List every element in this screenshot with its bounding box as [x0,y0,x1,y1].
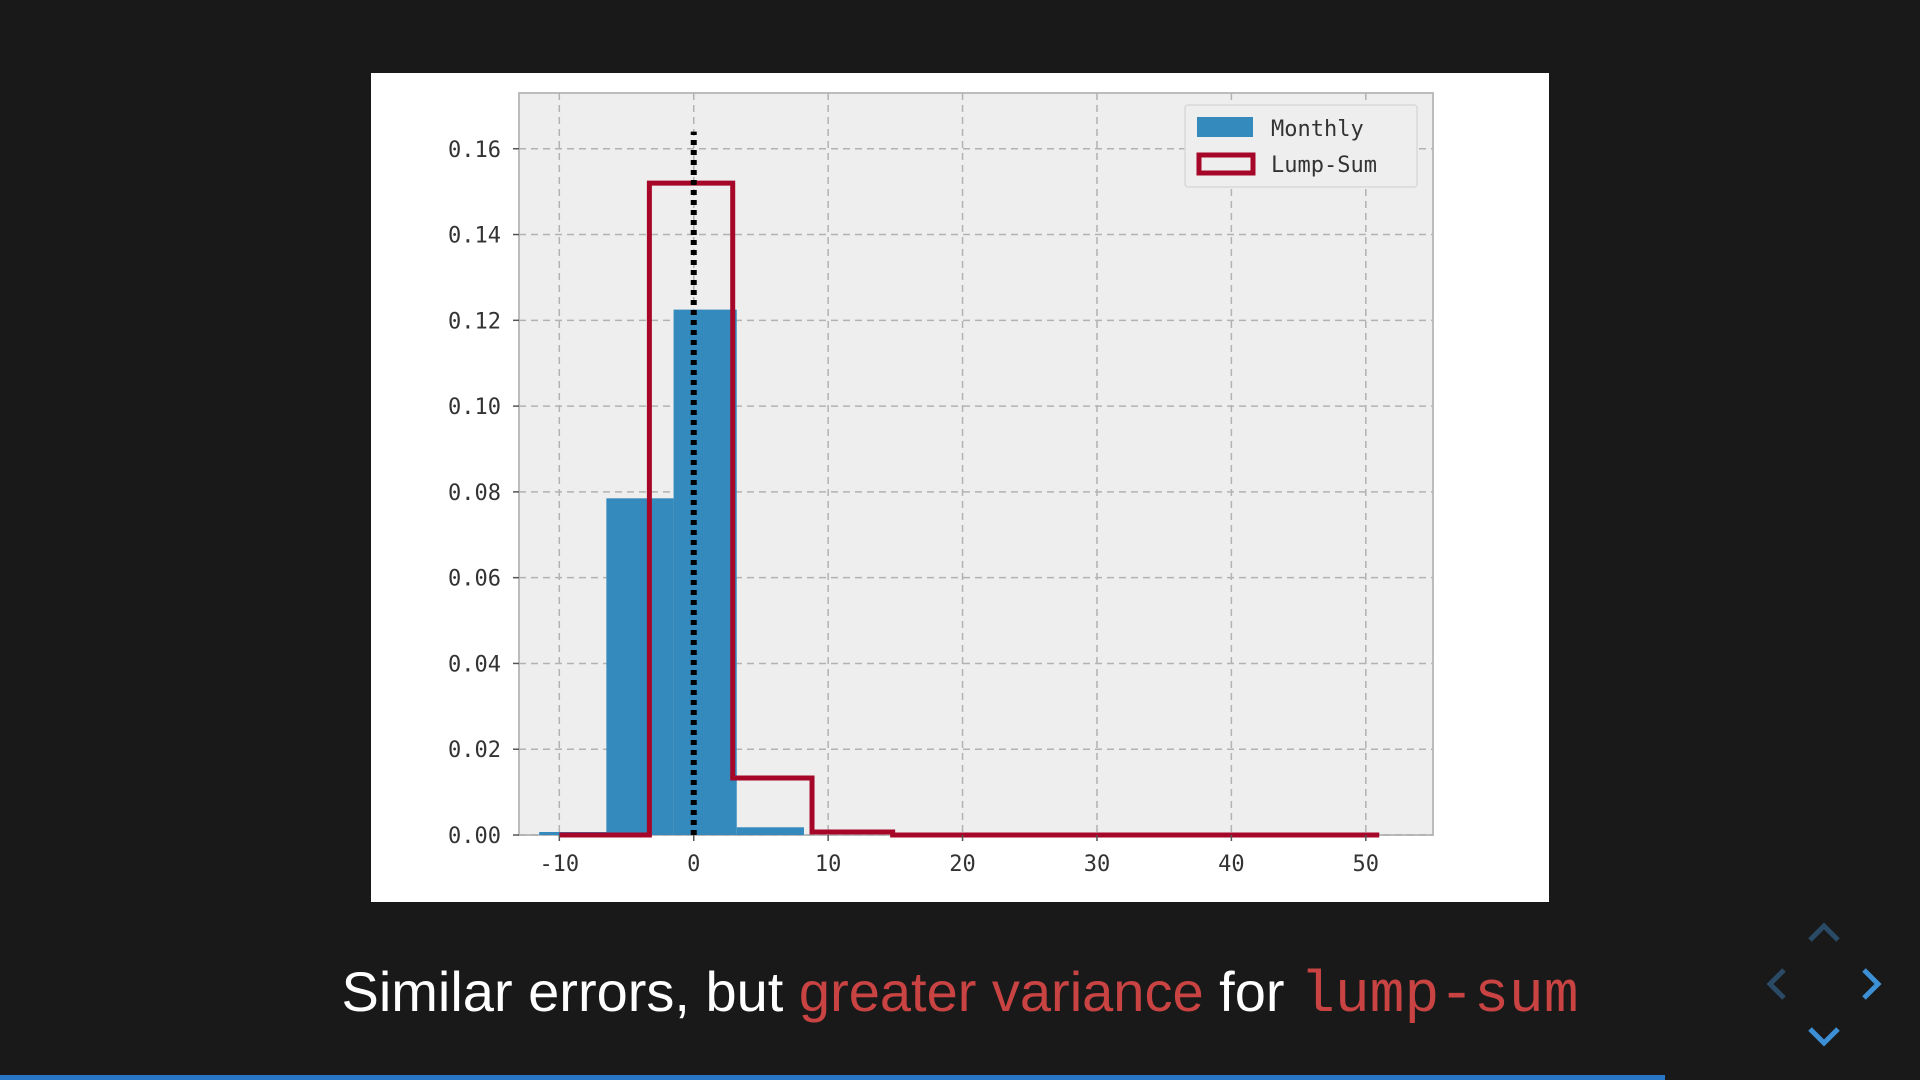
nav-right-button[interactable] [1854,967,1888,1001]
y-tick-label: 0.16 [448,138,501,163]
y-tick-label: 0.02 [448,738,501,763]
chevron-right-icon [1862,968,1882,1000]
y-tick-label: 0.06 [448,567,501,592]
x-tick-label: 40 [1218,852,1245,877]
chevron-up-icon [1808,922,1840,942]
chart-figure: -10 0 10 20 30 40 50 0.00 0.02 0.04 0.06 0.08 0.10 0.… [371,73,1549,902]
progress-fill [0,1075,1665,1080]
chevron-down-icon [1808,1027,1840,1047]
x-tick-label: 0 [687,852,700,877]
y-tick-label: 0.14 [448,224,501,249]
nav-up-button[interactable] [1807,916,1841,950]
histogram-chart: -10 0 10 20 30 40 50 0.00 0.02 0.04 0.06 0.08 0.10 0.… [448,92,1434,877]
nav-down-button[interactable] [1807,1019,1841,1053]
lump-sum-step-line [559,180,1380,838]
chevron-left-icon [1766,968,1786,1000]
monthly-bar [736,827,804,835]
x-tick-label: 10 [815,852,842,877]
legend-swatch-lump-sum [1196,152,1256,176]
slide-navigation [1752,916,1896,1060]
y-tick-label: 0.08 [448,481,501,506]
y-tick-label: 0.12 [448,309,501,334]
x-tick-label: 30 [1084,852,1111,877]
x-tick-label: -10 [539,852,579,877]
caption-text-2: for [1203,960,1301,1023]
legend-swatch-monthly [1197,117,1253,137]
caption-code: lump-sum [1300,964,1579,1029]
legend-label-monthly: Monthly [1271,117,1364,142]
x-tick-label: 20 [949,852,976,877]
y-tick-label: 0.10 [448,395,501,420]
y-tick-label: 0.00 [448,824,501,849]
caption-text-1: Similar errors, but [341,960,799,1023]
monthly-bar [606,498,674,835]
nav-left-button[interactable] [1760,967,1794,1001]
monthly-bar [673,309,737,835]
x-tick-label: 50 [1353,852,1380,877]
caption-highlight: greater variance [798,960,1204,1023]
y-tick-label: 0.04 [448,652,501,677]
slide-caption: Similar errors, but greater variance for… [0,952,1920,1032]
legend-label-lump-sum: Lump-Sum [1271,153,1377,178]
slide-progress-bar [0,1075,1920,1080]
